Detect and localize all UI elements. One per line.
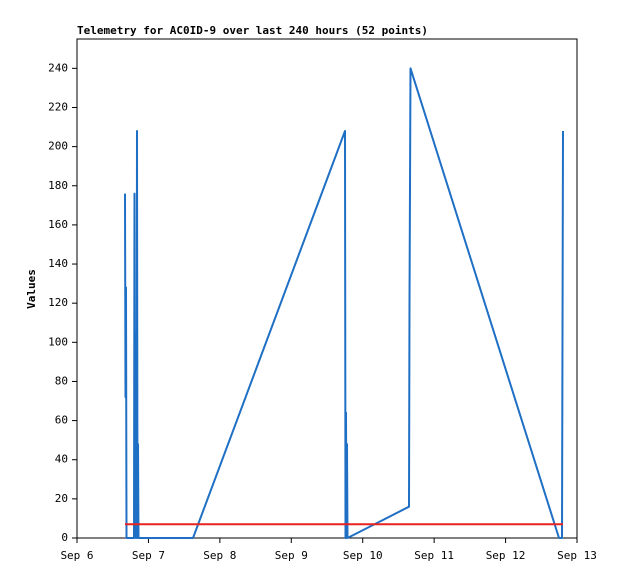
y-tick-label: 0 [61,531,68,544]
y-tick-label: 20 [55,492,68,505]
y-tick-label: 40 [55,453,68,466]
y-tick-label: 200 [48,140,68,153]
y-tick-label: 220 [48,100,68,113]
y-tick-label: 60 [55,414,68,427]
plot-frame [76,38,578,539]
y-tick-label: 160 [48,218,68,231]
y-tick-label: 240 [48,61,68,74]
y-tick-label: 80 [55,374,68,387]
x-tick-label: Sep 12 [486,549,526,562]
y-axis-label: Values [25,269,38,309]
x-tick-label: Sep 6 [60,549,93,562]
x-tick-label: Sep 9 [275,549,308,562]
x-tick-label: Sep 8 [203,549,236,562]
series-line [124,67,564,539]
x-tick-label: Sep 13 [557,549,597,562]
chart-title: Telemetry for AC0ID-9 over last 240 hour… [77,24,428,37]
y-tick-label: 180 [48,179,68,192]
x-tick-label: Sep 7 [132,549,165,562]
x-tick-label: Sep 11 [414,549,454,562]
y-tick-label: 140 [48,257,68,270]
y-tick-label: 100 [48,335,68,348]
x-tick-label: Sep 10 [343,549,383,562]
y-tick-label: 120 [48,296,68,309]
